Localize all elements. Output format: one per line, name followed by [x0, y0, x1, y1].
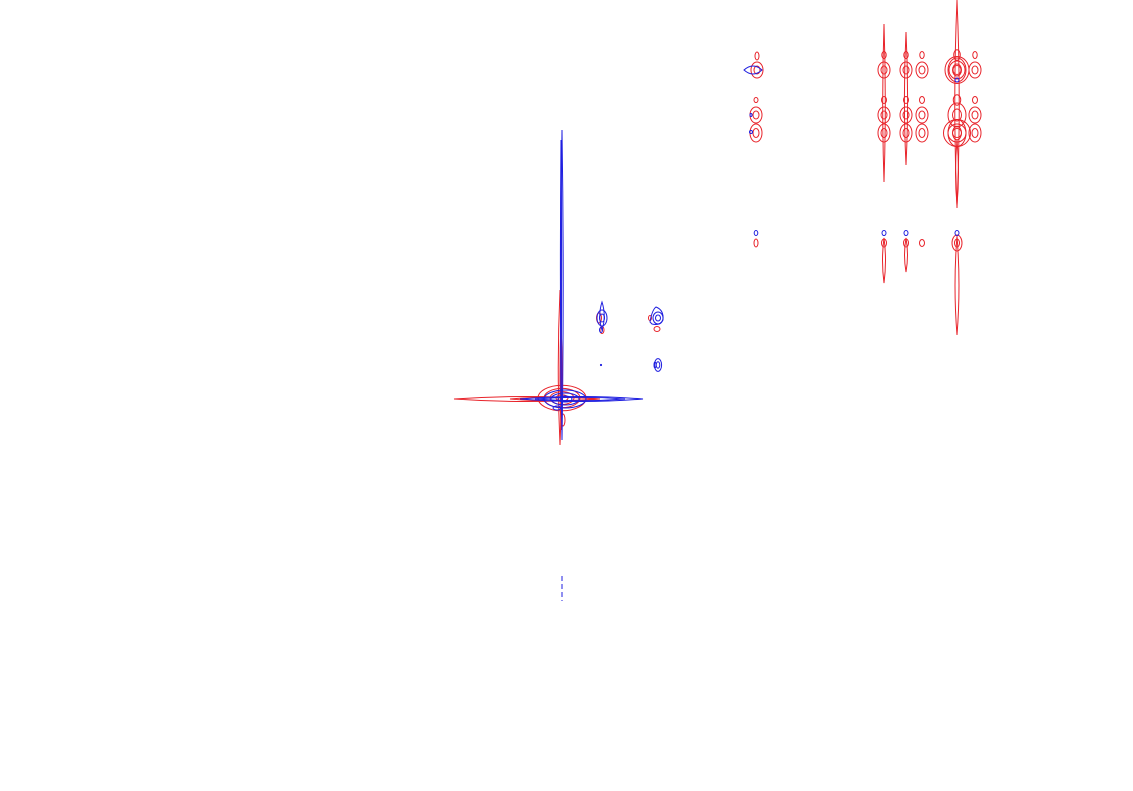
peak-957-115-red-ring-1: [952, 108, 962, 122]
center-core-blue-ring-3: [543, 389, 587, 409]
peak-975-133-red-ring-1: [971, 128, 979, 138]
peak-957-133-outer-red-ring-1: [952, 128, 962, 138]
peak-922-243-red: [919, 239, 925, 247]
peak-756-115-red-ring-1: [752, 110, 760, 120]
peak-601-330-blue: [599, 327, 603, 333]
peak-957-80-blue: [954, 77, 960, 83]
col-957-streak-red-lower: [955, 139, 959, 206]
col-957-lower-streak-red: [954, 235, 960, 336]
peak-884-55-red-ring-1: [881, 51, 887, 59]
peak-906-55-red-ring-1: [903, 51, 909, 59]
peak-957-233-blue: [954, 230, 960, 236]
center-core-blue-ring-2: [550, 392, 580, 406]
peak-756-70-red-ring-1: [753, 65, 761, 75]
peak-975-70-red-ring-2: [968, 61, 982, 79]
peak-975-115-red-ring-2: [968, 106, 982, 124]
peak-922-115-red-ring-1: [918, 110, 926, 120]
peak-756-233-blue: [753, 230, 759, 236]
peak-601-318-blue-ring-1: [599, 313, 605, 323]
peak-957-70-outer-red-ring-3: [944, 56, 970, 84]
col-906-lower-streak-red: [904, 237, 908, 273]
peak-906-115-red-ring-2: [899, 106, 913, 124]
peak-601-318-blue-ring-2: [596, 309, 608, 327]
peak-655-365-blue: [653, 361, 657, 369]
center-vertical-streak-blue: [560, 129, 564, 441]
peak-601-365-blue: [599, 363, 603, 367]
peak-975-55-red-ring-1: [972, 51, 978, 59]
peak-922-133-red-ring-2: [915, 123, 929, 143]
peak-756-100-red: [753, 97, 759, 103]
peak-756-70-wing-blue: [743, 65, 763, 75]
peak-884-243-red-ring-1: [881, 238, 887, 248]
col-884-lower-streak-red: [882, 237, 886, 284]
peak-922-55-red-ring-1: [919, 51, 925, 59]
peak-957-70-outer-red-ring-1: [952, 65, 962, 75]
peak-957-55-red-ring-1: [953, 49, 961, 61]
peak-957-133-outer-red-ring-3: [943, 119, 971, 147]
peak-884-100-red-ring-1: [881, 96, 887, 104]
peak-906-70-red-ring-2: [899, 61, 913, 79]
peak-756-70-red-ring-2: [750, 61, 764, 79]
peak-657-365-blue-ring-2: [653, 358, 663, 372]
peak-975-70-red-ring-1: [971, 65, 979, 75]
center-core-blue-ring-1: [557, 395, 573, 403]
peak-884-70-red-ring-2: [877, 61, 891, 79]
peak-975-133-red-ring-2: [968, 123, 982, 143]
center-horizontal-streak-blue-mid: [534, 396, 626, 402]
peak-756-243-red: [753, 238, 759, 248]
peak-922-100-red-ring-1: [919, 96, 925, 104]
peak-751-115-blue: [749, 113, 753, 117]
peak-957-115-red-ring-2: [947, 102, 967, 128]
peak-884-115-red-ring-2: [877, 106, 891, 124]
peak-906-243-red-ring-1: [903, 238, 909, 248]
peak-975-100-red-ring-1: [972, 96, 978, 104]
center-sub-blue: [552, 405, 562, 411]
peak-906-70-red-ring-1: [902, 65, 910, 75]
peak-922-115-red-ring-2: [915, 106, 929, 124]
peak-906-100-red-ring-1: [903, 96, 909, 104]
peak-756-56-red: [754, 51, 760, 61]
peak-884-70-red-ring-1: [880, 65, 888, 75]
peak-657-318-blue-ring-1: [655, 314, 661, 322]
negative-contours: [519, 65, 960, 601]
peak-751-132-blue: [749, 130, 753, 134]
peak-975-115-red-ring-1: [971, 110, 979, 120]
peak-957-100-red-ring-1: [952, 94, 962, 106]
peak-957-70-outer-red-ring-2: [948, 60, 966, 80]
peak-657-329-red: [653, 326, 661, 332]
peak-906-115-red-ring-1: [902, 110, 910, 120]
peak-906-233-blue: [903, 230, 909, 236]
peak-922-70-red-ring-1: [918, 65, 926, 75]
peak-884-115-red-ring-1: [880, 110, 888, 120]
peak-884-233-blue: [881, 230, 887, 236]
peak-884-133-red-ring-2: [877, 123, 891, 143]
peak-922-70-red-ring-2: [915, 61, 929, 79]
peak-957-243-red-ring-1: [954, 238, 960, 248]
peak-922-133-red-ring-1: [918, 128, 926, 138]
peak-657-318-blue-ring-2: [652, 311, 664, 325]
center-horizontal-streak-blue-outer: [519, 396, 644, 402]
col-906-streak-red: [903, 31, 909, 166]
peak-756-133-red-ring-1: [752, 128, 760, 138]
positive-contours: [453, 0, 982, 446]
peak-906-133-red-ring-1: [902, 128, 910, 138]
peak-657-365-blue-ring-1: [655, 361, 661, 369]
peak-957-133-outer-red-ring-2: [947, 123, 967, 143]
col-884-streak-red: [882, 23, 886, 183]
peak-906-133-red-ring-2: [899, 123, 913, 143]
center-tail-red: [560, 413, 566, 427]
peak-884-133-red-ring-1: [880, 128, 888, 138]
